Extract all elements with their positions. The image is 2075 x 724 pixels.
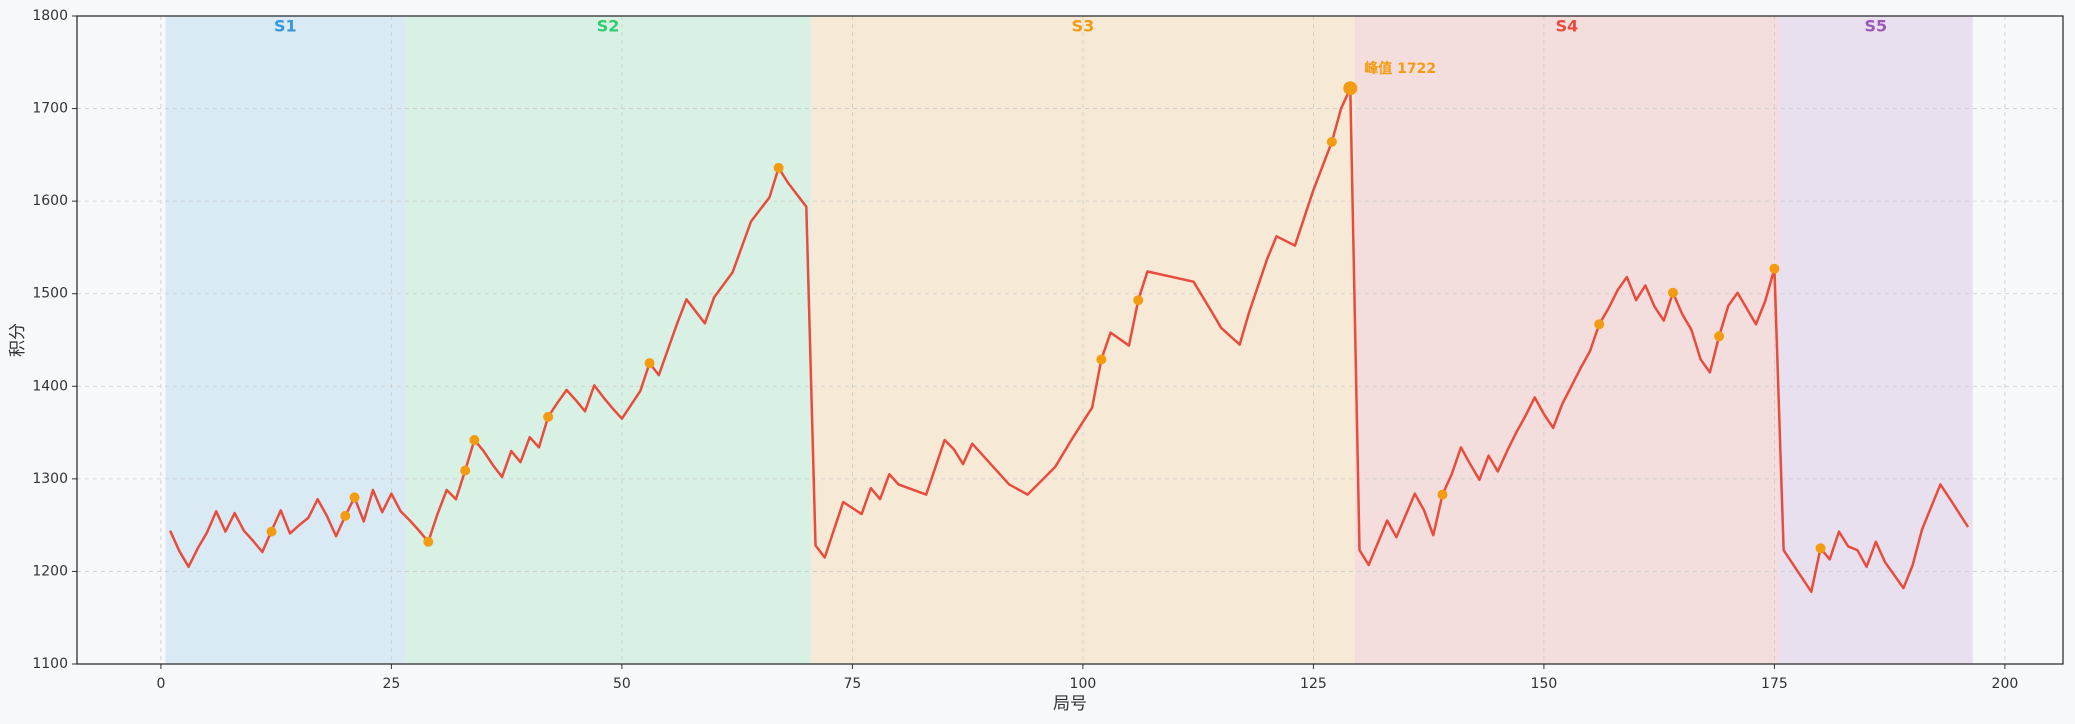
season-label: S4 xyxy=(1556,17,1579,36)
highlight-point xyxy=(469,434,480,445)
x-tick-label: 75 xyxy=(843,676,861,692)
highlight-point xyxy=(1437,489,1448,500)
highlight-point xyxy=(340,510,351,521)
x-tick-label: 200 xyxy=(1992,676,2019,692)
highlight-point xyxy=(1714,331,1725,342)
highlight-point xyxy=(543,411,554,422)
score-line xyxy=(168,86,1970,594)
y-tick-label: 1200 xyxy=(32,563,68,579)
highlight-point xyxy=(1667,287,1678,298)
x-tick-label: 175 xyxy=(1761,676,1788,692)
season-band xyxy=(1354,16,1780,664)
highlight-point xyxy=(1769,263,1780,274)
highlight-point xyxy=(773,162,784,173)
y-tick-label: 1600 xyxy=(32,193,68,209)
highlight-point xyxy=(1326,136,1337,147)
highlight-point xyxy=(1096,354,1107,365)
y-tick-label: 1500 xyxy=(32,286,68,302)
x-tick-label: 100 xyxy=(1070,676,1097,692)
x-axis-title: 局号 xyxy=(1053,694,1087,714)
highlight-point xyxy=(644,358,655,369)
peak-label: 峰值 1722 xyxy=(1364,60,1436,77)
season-label: S3 xyxy=(1072,17,1095,36)
y-tick-label: 1700 xyxy=(32,101,68,117)
x-tick-label: 125 xyxy=(1300,676,1327,692)
y-tick-label: 1800 xyxy=(32,8,68,24)
highlight-point xyxy=(460,465,471,476)
highlight-point xyxy=(349,492,360,503)
y-tick-label: 1100 xyxy=(32,656,68,672)
season-label: S5 xyxy=(1865,17,1888,36)
highlight-point xyxy=(1133,295,1144,306)
y-axis-title: 积分 xyxy=(8,323,28,357)
highlight-point xyxy=(1594,319,1605,330)
season-band xyxy=(165,16,406,664)
season-band xyxy=(405,16,811,664)
highlight-point xyxy=(423,536,434,547)
x-tick-label: 50 xyxy=(613,676,631,692)
highlight-point xyxy=(1815,543,1826,554)
y-tick-label: 1300 xyxy=(32,471,68,487)
x-tick-label: 25 xyxy=(382,676,400,692)
axes-frame xyxy=(76,15,2064,665)
season-band xyxy=(1779,16,1973,664)
season-label: S1 xyxy=(274,17,297,36)
x-tick-label: 150 xyxy=(1531,676,1558,692)
plot-area xyxy=(77,16,2063,664)
y-tick-label: 1400 xyxy=(32,378,68,394)
highlight-point xyxy=(266,526,277,537)
x-tick-label: 0 xyxy=(156,676,165,692)
season-label: S2 xyxy=(597,17,620,36)
peak-point xyxy=(1343,81,1358,96)
